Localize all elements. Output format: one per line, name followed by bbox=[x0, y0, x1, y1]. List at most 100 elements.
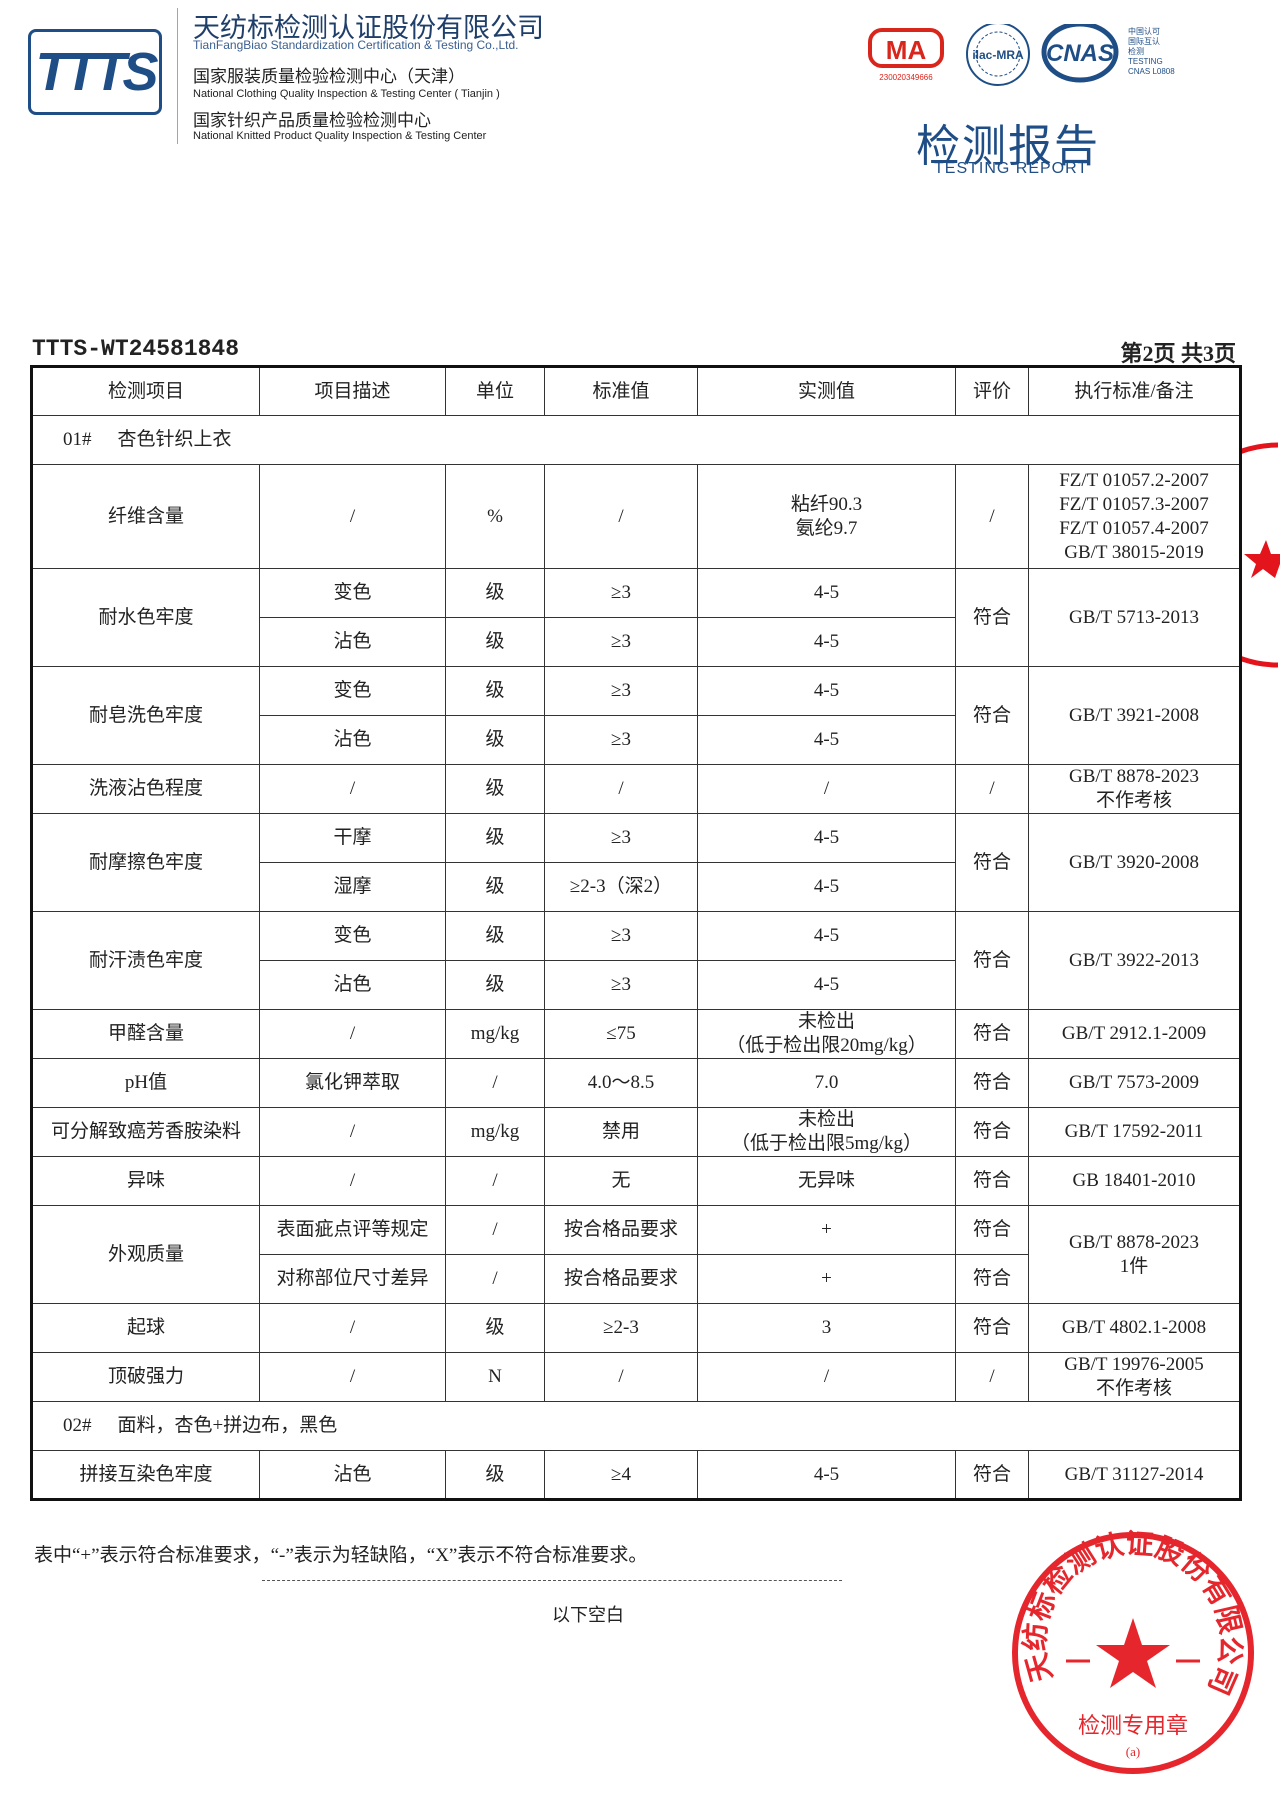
test-standard: FZ/T 01057.2-2007 FZ/T 01057.3-2007 FZ/T… bbox=[1028, 464, 1241, 569]
measured-value: 4-5 bbox=[697, 960, 956, 1010]
standard-value: 按合格品要求 bbox=[544, 1254, 698, 1304]
item-description: / bbox=[259, 1156, 446, 1206]
footnote: 表中“+”表示符合标准要求，“-”表示为轻缺陷，“X”表示不符合标准要求。 bbox=[34, 1545, 648, 1566]
sample-description: 杏色针织上衣 bbox=[117, 429, 232, 450]
seal-bottom-text: 检测专用章 bbox=[1078, 1713, 1188, 1738]
section-cell: 02# 面料，杏色+拼边布，黑色 bbox=[31, 1401, 1241, 1451]
table-row: 可分解致癌芳香胺染料 / mg/kg 禁用 未检出 （低于检出限5mg/kg） 符合 GB/… bbox=[31, 1107, 1241, 1157]
certification-logos: MA 230020349666 ilac-MRA CNAS 中国认可 国际互认 … bbox=[868, 24, 1175, 86]
evaluation: 符合 bbox=[955, 666, 1029, 765]
cma-text: MA bbox=[886, 35, 927, 65]
measured-value: 4-5 bbox=[697, 813, 956, 863]
section-row: 02# 面料，杏色+拼边布，黑色 bbox=[31, 1401, 1241, 1451]
column-header: 执行标准/备注 bbox=[1028, 366, 1241, 416]
section-row: 01# 杏色针织上衣 bbox=[31, 415, 1241, 465]
item-description: / bbox=[259, 1352, 446, 1402]
measured-value: 4-5 bbox=[697, 617, 956, 667]
standard-value: ≥4 bbox=[544, 1450, 698, 1500]
test-item: 洗液沾色程度 bbox=[31, 764, 260, 814]
measured-value: 4-5 bbox=[697, 911, 956, 961]
standard-value: ≤75 bbox=[544, 1009, 698, 1059]
cnas-note: 国际互认 bbox=[1128, 36, 1160, 46]
dashed-divider bbox=[262, 1580, 842, 1581]
measured-value: 4-5 bbox=[697, 862, 956, 912]
table-row: 沾色级 ≥3 4-5 bbox=[32, 960, 1241, 1010]
test-item: 顶破强力 bbox=[31, 1352, 260, 1402]
test-standard: GB/T 17592-2011 bbox=[1028, 1107, 1241, 1157]
measured-value: / bbox=[697, 1352, 956, 1402]
item-description: / bbox=[259, 1107, 446, 1157]
results-table: 检测项目 项目描述 单位 标准值 实测值 评价 执行标准/备注 01# 杏色针织上衣 纤维含量 /… bbox=[30, 365, 1242, 1501]
standard-value: 4.0～8.5 bbox=[544, 1058, 698, 1108]
test-standard: GB/T 8878-2023 不作考核 bbox=[1028, 764, 1241, 814]
test-standard: GB/T 5713-2013 bbox=[1028, 568, 1241, 667]
cnas-note: TESTING bbox=[1128, 57, 1163, 66]
company-name-cn: 天纺标检测认证股份有限公司 bbox=[193, 13, 544, 43]
table-row: 耐摩擦色牢度 干摩级 ≥3 4-5 符合 GB/T 3920-2008 bbox=[31, 813, 1241, 912]
standard-value: ≥3 bbox=[544, 960, 698, 1010]
item-description: 沾色 bbox=[259, 617, 446, 667]
test-standard: GB/T 3921-2008 bbox=[1028, 666, 1241, 765]
standard-value: 禁用 bbox=[544, 1107, 698, 1157]
page-indicator: 第2页 共3页 bbox=[1120, 341, 1236, 366]
cma-number: 230020349666 bbox=[879, 73, 933, 82]
report-number: TTTS-WT24581848 bbox=[32, 336, 240, 362]
standard-value: ≥3 bbox=[544, 715, 698, 765]
test-item: 起球 bbox=[31, 1303, 260, 1353]
standard-value: ≥3 bbox=[544, 617, 698, 667]
measured-value: 4-5 bbox=[697, 715, 956, 765]
center2-cn: 国家针织产品质量检验检测中心 bbox=[193, 111, 431, 130]
item-description: 氯化钾萃取 bbox=[259, 1058, 446, 1108]
table-row: 耐水色牢度 变色级 ≥3 4-5 符合 GB/T 5713-2013 bbox=[31, 568, 1241, 667]
test-standard: GB/T 31127-2014 bbox=[1028, 1450, 1241, 1500]
item-description: 湿摩 bbox=[259, 862, 446, 912]
table-header-row: 检测项目 项目描述 单位 标准值 实测值 评价 执行标准/备注 bbox=[31, 366, 1241, 416]
item-description: 变色 bbox=[259, 911, 446, 961]
sample-number: 01# bbox=[63, 429, 92, 450]
center1-en: National Clothing Quality Inspection & T… bbox=[193, 88, 500, 100]
item-description: 表面疵点评等规定 bbox=[259, 1205, 446, 1255]
unit: 级 bbox=[445, 862, 545, 912]
measured-value: / bbox=[697, 764, 956, 814]
item-description: 沾色 bbox=[259, 960, 446, 1010]
standard-value: ≥2-3 bbox=[544, 1303, 698, 1353]
item-description: 沾色 bbox=[259, 1450, 446, 1500]
test-standard: GB/T 3920-2008 bbox=[1028, 813, 1241, 912]
measured-value: 4-5 bbox=[697, 1450, 956, 1500]
table-row: 甲醛含量 / mg/kg ≤75 未检出 （低于检出限20mg/kg） 符合 GB/T 29… bbox=[31, 1009, 1241, 1059]
evaluation: 符合 bbox=[955, 1254, 1029, 1304]
ilac-logo bbox=[966, 24, 1030, 86]
report-title-en: TESTING REPORT bbox=[934, 160, 1089, 177]
evaluation: 符合 bbox=[955, 1009, 1029, 1059]
table-row: 沾色级 ≥3 4-5 bbox=[32, 715, 1241, 765]
evaluation: 符合 bbox=[955, 1107, 1029, 1157]
unit: mg/kg bbox=[445, 1009, 545, 1059]
evaluation: 符合 bbox=[955, 1156, 1029, 1206]
table-row: 起球 / 级 ≥2-3 3 符合 GB/T 4802.1-2008 bbox=[31, 1303, 1241, 1353]
item-description: 变色 bbox=[259, 666, 446, 716]
test-standard: GB/T 2912.1-2009 bbox=[1028, 1009, 1241, 1059]
unit: N bbox=[445, 1352, 545, 1402]
report-title-cn: 检测报告 bbox=[916, 122, 1100, 171]
center1-cn: 国家服装质量检验检测中心（天津） bbox=[193, 67, 465, 86]
section-cell: 01# 杏色针织上衣 bbox=[31, 415, 1241, 465]
test-item: 拼接互染色牢度 bbox=[31, 1450, 260, 1500]
evaluation: 符合 bbox=[955, 1205, 1029, 1255]
column-header: 标准值 bbox=[544, 366, 698, 416]
column-header: 检测项目 bbox=[31, 366, 260, 416]
standard-value: / bbox=[544, 464, 698, 569]
standard-value: ≥3 bbox=[544, 666, 698, 716]
evaluation: 符合 bbox=[955, 1303, 1029, 1353]
table-row: pH值 氯化钾萃取/4.0～8.5 7.0 符合 GB/T 7573-2009 bbox=[31, 1058, 1241, 1108]
item-description: / bbox=[259, 464, 446, 569]
measured-value: + bbox=[697, 1205, 956, 1255]
ilac-text: ilac-MRA bbox=[972, 48, 1024, 62]
measured-value: 7.0 bbox=[697, 1058, 956, 1108]
standard-value: ≥3 bbox=[544, 568, 698, 618]
end-mark: 以下空白 bbox=[552, 1605, 624, 1625]
table-row: 耐汗渍色牢度 变色级 ≥3 4-5 符合 GB/T 3922-2013 bbox=[31, 911, 1241, 1010]
test-item: 耐汗渍色牢度 bbox=[31, 911, 260, 1010]
cnas-note: 中国认可 bbox=[1128, 26, 1160, 36]
test-item: 异味 bbox=[31, 1156, 260, 1206]
seal-mark: (a) bbox=[1126, 1744, 1140, 1759]
